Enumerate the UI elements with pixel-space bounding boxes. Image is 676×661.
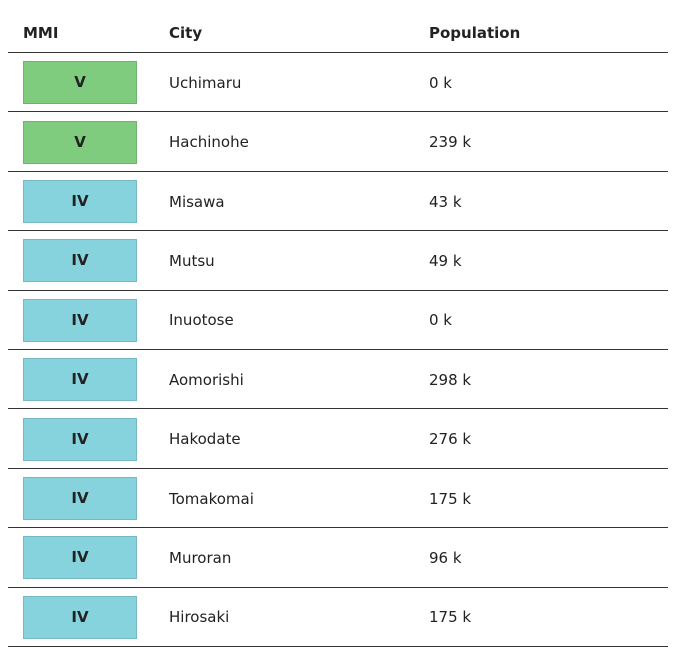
- mmi-badge: V: [23, 61, 137, 105]
- mmi-badge: IV: [23, 358, 137, 402]
- mmi-badge: IV: [23, 298, 137, 342]
- city-name: Inuotose: [169, 311, 234, 330]
- city-name: Aomorishi: [169, 370, 244, 389]
- row-rule: [8, 408, 668, 410]
- city-name: Mutsu: [169, 251, 215, 270]
- population: 239 k: [429, 133, 472, 152]
- population: 175 k: [429, 608, 472, 627]
- header-rule: [8, 52, 668, 53]
- column-header[interactable]: City: [169, 24, 203, 42]
- mmi-badge: IV: [23, 417, 137, 461]
- mmi-badge: V: [23, 120, 137, 164]
- population: 276 k: [429, 430, 472, 449]
- row-rule: [8, 646, 668, 647]
- row-rule: [8, 230, 668, 232]
- row-rule: [8, 527, 668, 529]
- population: 43 k: [429, 192, 462, 211]
- row-rule: [8, 289, 668, 291]
- city-name: Hakodate: [169, 430, 241, 449]
- mmi-badge: IV: [23, 180, 137, 223]
- mmi-badge: IV: [23, 239, 137, 283]
- population: 175 k: [429, 489, 472, 508]
- row-rule: [8, 170, 668, 172]
- mmi-badge: IV: [23, 536, 137, 580]
- row-rule: [8, 467, 668, 469]
- row-rule: [8, 111, 668, 113]
- column-header[interactable]: MMI: [23, 24, 59, 42]
- city-name: Tomakomai: [169, 489, 254, 508]
- column-header[interactable]: Population: [429, 24, 521, 42]
- population: 0 k: [429, 311, 452, 330]
- row-rule: [8, 349, 668, 350]
- population: 49 k: [429, 251, 462, 270]
- city-name: Muroran: [169, 548, 232, 567]
- population: 0 k: [429, 73, 452, 92]
- population: 298 k: [429, 370, 472, 389]
- mmi-badge: IV: [23, 477, 137, 520]
- mmi-badge: IV: [23, 595, 137, 639]
- city-name: Uchimaru: [169, 73, 242, 92]
- city-name: Hirosaki: [169, 608, 230, 627]
- city-name: Misawa: [169, 192, 225, 211]
- city-name: Hachinohe: [169, 133, 249, 152]
- row-rule: [8, 586, 668, 588]
- population: 96 k: [429, 548, 462, 567]
